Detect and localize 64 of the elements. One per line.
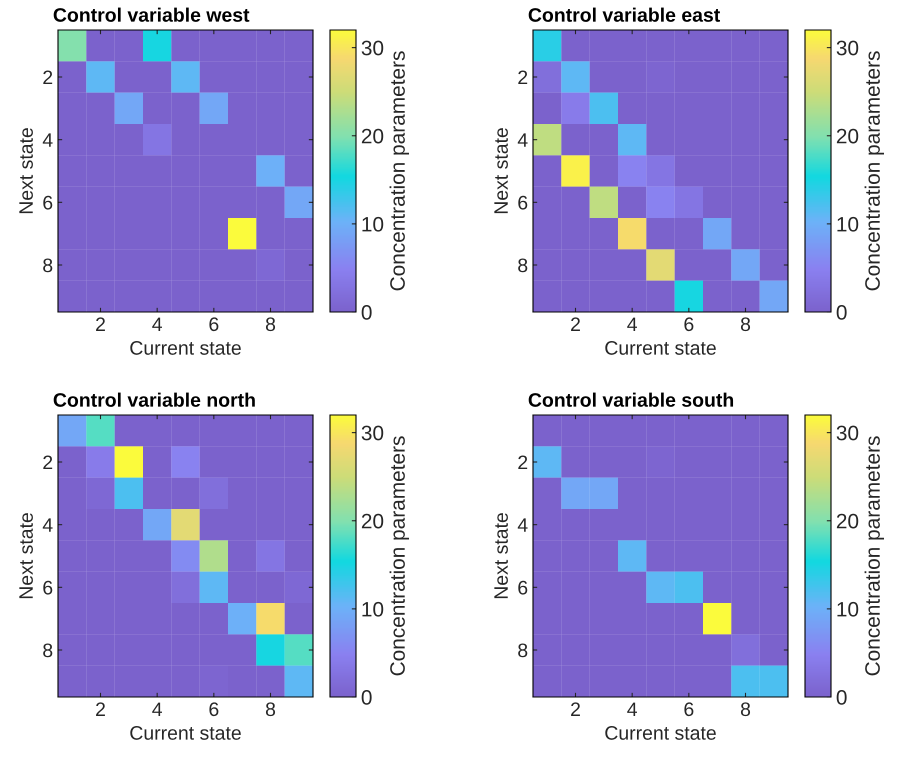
color-bar-label: 0	[362, 305, 372, 320]
y-tick-label: 8	[43, 258, 52, 272]
color-bar-label: 30	[362, 426, 384, 440]
y-tick-label: 2	[43, 455, 52, 470]
chart-title: Control variable north	[54, 392, 255, 407]
color-bar-label: 0	[836, 690, 847, 705]
color-bar-title: Concentration parameters	[390, 51, 410, 290]
y-tick-label: 4	[518, 133, 528, 147]
color-bar-title: Concentration parameters	[864, 51, 884, 290]
x-axis-title: Current state	[605, 726, 716, 740]
y-tick-label: 2	[518, 70, 528, 84]
y-tick-label: 4	[42, 133, 53, 147]
x-tick-label: 6	[209, 317, 218, 332]
x-tick-label: 2	[571, 702, 580, 716]
y-tick-label: 8	[518, 258, 528, 272]
y-axis-title: Next state	[494, 128, 508, 214]
color-bar-label: 0	[362, 690, 372, 705]
color-bar-title: Concentration parameters	[864, 436, 884, 676]
x-tick-label: 4	[152, 702, 162, 716]
y-tick-label: 4	[42, 518, 53, 532]
color-bar-label: 20	[836, 514, 858, 529]
x-tick-label: 2	[571, 317, 580, 331]
x-axis-title: Current state	[130, 726, 241, 740]
y-axis-title: Next state	[494, 513, 508, 598]
y-axis-title: Next state	[19, 513, 33, 598]
x-tick-label: 8	[266, 702, 276, 716]
y-tick-label: 4	[518, 518, 528, 532]
x-tick-label: 8	[266, 317, 276, 332]
color-bar-label: 20	[836, 128, 858, 144]
color-bar-label: 10	[362, 602, 384, 617]
color-bar-label: 30	[836, 426, 858, 440]
color-bar-label: 10	[837, 602, 858, 617]
y-tick-label: 6	[43, 580, 52, 595]
x-tick-label: 4	[627, 702, 638, 716]
y-tick-label: 6	[518, 580, 528, 595]
x-axis-title: Current state	[605, 341, 716, 355]
color-bar-label: 30	[362, 40, 384, 56]
color-bar-label: 20	[362, 514, 384, 529]
y-tick-label: 2	[43, 70, 52, 84]
y-tick-label: 6	[43, 196, 52, 210]
x-tick-label: 6	[684, 702, 694, 716]
x-tick-label: 6	[684, 317, 694, 332]
y-tick-label: 6	[518, 196, 528, 210]
x-tick-label: 8	[740, 702, 750, 716]
color-bar-label: 10	[837, 216, 858, 232]
x-tick-label: 2	[96, 702, 105, 716]
y-tick-label: 8	[518, 643, 528, 658]
color-bar-label: 0	[836, 305, 847, 320]
x-tick-label: 6	[209, 702, 218, 716]
chart-title: Control variable south	[528, 392, 734, 407]
x-tick-label: 8	[740, 317, 750, 332]
x-axis-title: Current state	[130, 341, 241, 355]
chart-title: Control variable east	[528, 8, 720, 22]
x-tick-label: 4	[152, 318, 162, 331]
color-bar-label: 10	[362, 216, 384, 232]
y-axis-title: Next state	[19, 128, 33, 214]
color-bar-label: 20	[362, 128, 384, 144]
chart-title: Control variable west	[54, 8, 250, 22]
y-tick-label: 2	[518, 455, 528, 470]
color-bar-title: Concentration parameters	[390, 436, 410, 676]
y-tick-label: 8	[43, 643, 52, 658]
x-tick-label: 2	[96, 317, 105, 331]
x-tick-label: 4	[627, 318, 638, 331]
color-bar-label: 30	[836, 40, 858, 56]
